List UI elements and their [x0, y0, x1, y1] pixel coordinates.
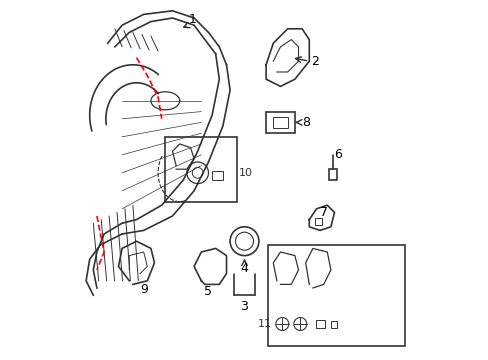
- Text: 4: 4: [240, 262, 248, 275]
- Text: 9: 9: [140, 283, 147, 296]
- Bar: [212, 171, 223, 180]
- Bar: [265, 112, 294, 133]
- Text: 5: 5: [204, 285, 212, 298]
- Bar: [314, 218, 321, 225]
- Circle shape: [230, 227, 258, 256]
- Bar: [273, 117, 287, 128]
- Text: 2: 2: [310, 55, 318, 68]
- Text: 10: 10: [239, 168, 253, 178]
- Text: 3: 3: [240, 300, 248, 312]
- Bar: [328, 169, 336, 180]
- Text: 1: 1: [188, 13, 196, 26]
- Text: 8: 8: [301, 116, 309, 129]
- Text: 7: 7: [319, 206, 327, 219]
- Bar: [267, 245, 404, 346]
- Bar: [165, 137, 237, 202]
- Text: 6: 6: [333, 148, 341, 161]
- Bar: [330, 321, 337, 328]
- Text: 11: 11: [257, 319, 271, 329]
- Bar: [316, 320, 325, 328]
